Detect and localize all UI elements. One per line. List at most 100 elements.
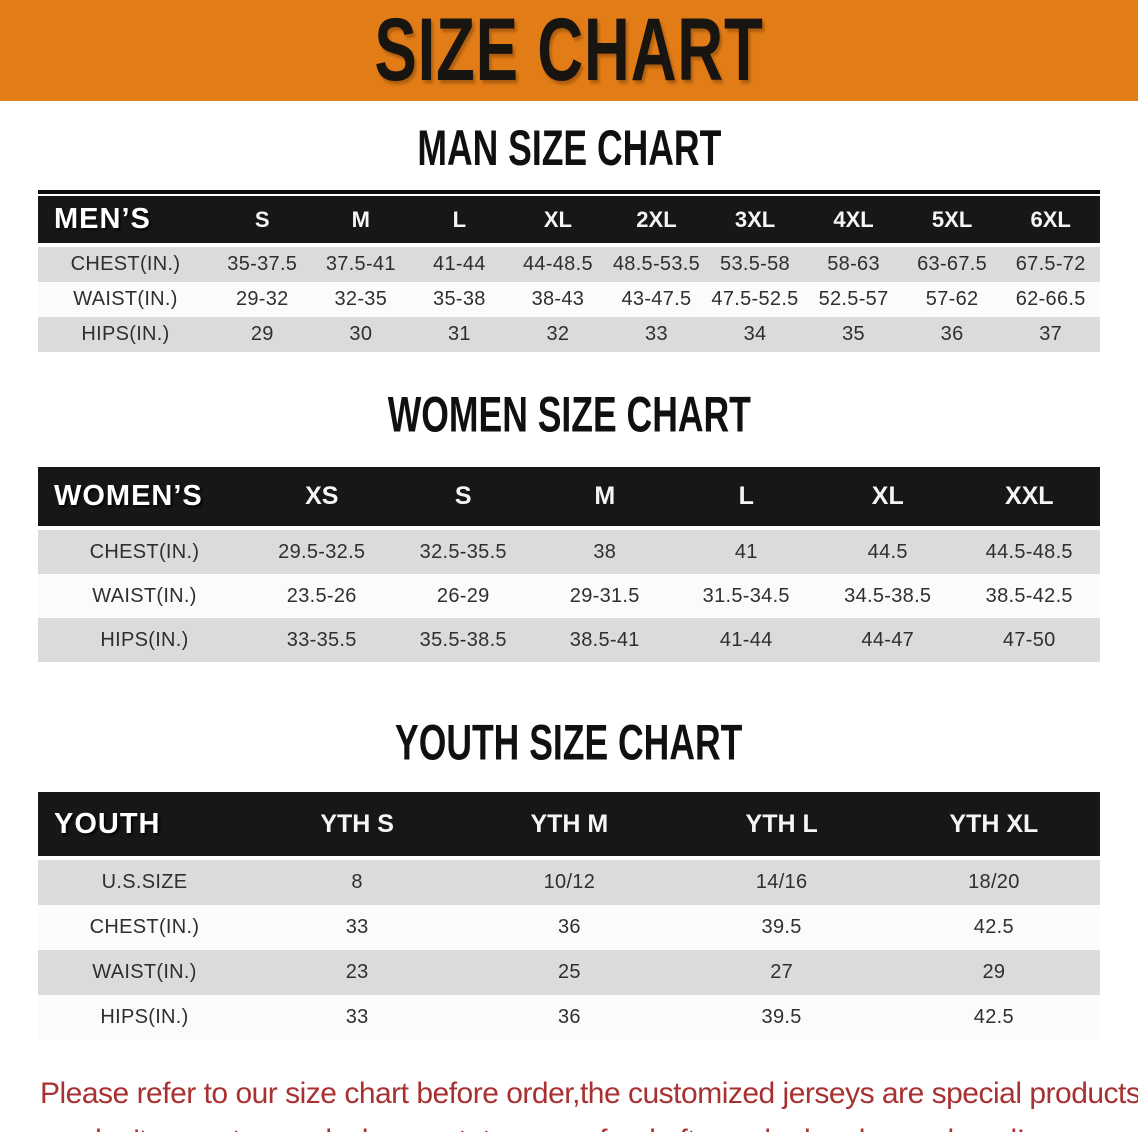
youth-size-table: YOUTH YTH S YTH M YTH L YTH XL U.S.SIZE 8 10/12… [38,792,1100,1040]
women-section-title-text: WOMEN SIZE CHART [387,387,751,444]
men-measure-row: HIPS(IN.) 29 30 31 32 33 34 35 36 37 [38,317,1100,352]
banner: SIZE CHART [0,0,1138,101]
men-cell-value: 37 [1039,323,1063,345]
men-cell-value: 29 [250,323,274,345]
women-cell-value: 23.5-26 [286,584,357,607]
youth-header-row: YOUTH YTH S YTH M YTH L YTH XL [38,792,1100,860]
women-column-header: S [392,467,534,530]
men-measure-row: WAIST(IN.) 29-32 32-35 35-38 38-43 43-47.5 47.… [38,282,1100,317]
women-cell-value: 34.5-38.5 [844,584,932,607]
youth-cell-value: 25 [557,961,581,983]
youth-group-label: YOUTH [38,792,251,860]
youth-cell-value: 23 [345,961,369,983]
men-column-header: M [311,196,411,247]
women-cell-value: 44-47 [861,628,915,651]
women-measure-row: WAIST(IN.) 23.5-26 26-29 29-31.5 31.5-34.5 34… [38,574,1100,618]
youth-column-header: YTH S [251,792,464,860]
men-column-header: L [410,196,509,247]
men-column-header: 4XL [804,196,903,247]
women-cell-value: 41-44 [719,628,773,651]
youth-cell-value: 27 [770,961,794,983]
youth-cell-value: 42.5 [973,1006,1014,1028]
men-cell-value: 62-66.5 [1015,288,1086,310]
men-cell-value: 35-38 [433,288,486,310]
women-measure-row: CHEST(IN.) 29.5-32.5 32.5-35.5 38 41 44.5 44.5… [38,528,1100,574]
man-section-title: MAN SIZE CHART [0,120,1138,177]
youth-row-label: CHEST(IN.) [89,916,200,938]
women-cell-value: 32.5-35.5 [419,540,507,563]
men-cell-value: 34 [743,323,767,345]
youth-row-label: HIPS(IN.) [100,1006,189,1028]
men-cell-value: 35-37.5 [227,253,298,275]
women-row-label: HIPS(IN.) [100,628,189,651]
women-cell-value: 38.5-42.5 [985,584,1073,607]
women-cell-value: 29.5-32.5 [278,540,366,563]
men-column-header: XL [508,196,608,247]
men-row-label: CHEST(IN.) [70,253,181,275]
women-size-table: WOMEN’S XS S M L XL XXL CHEST(IN.) 29.5-32.5 32.5… [38,467,1100,662]
youth-column-header: YTH XL [887,792,1100,860]
men-cell-value: 67.5-72 [1015,253,1086,275]
men-cell-value: 32-35 [334,288,388,310]
women-column-header: L [675,467,817,530]
women-cell-value: 35.5-38.5 [419,628,507,651]
men-group-label: MEN’S [38,196,213,247]
footer-disclaimer-line1: Please refer to our size chart before or… [40,1077,1138,1110]
men-cell-value: 30 [349,323,373,345]
women-row-label: CHEST(IN.) [89,540,200,563]
youth-row-label: U.S.SIZE [101,871,188,893]
youth-measure-row: HIPS(IN.) 33 36 39.5 42.5 [38,995,1100,1040]
youth-column-header: YTH M [463,792,676,860]
women-cell-value: 38.5-41 [569,628,640,651]
youth-cell-value: 36 [557,1006,581,1028]
women-cell-value: 47-50 [1002,628,1056,651]
men-cell-value: 44-48.5 [522,253,593,275]
women-cell-value: 26-29 [436,584,490,607]
banner-title: SIZE CHART [374,0,764,100]
women-header-row: WOMEN’S XS S M L XL XXL [38,467,1100,530]
men-cell-value: 57-62 [925,288,979,310]
men-column-header: 5XL [902,196,1002,247]
women-section-title: WOMEN SIZE CHART [0,387,1138,444]
youth-cell-value: 39.5 [761,1006,802,1028]
youth-cell-value: 14/16 [755,871,808,893]
women-cell-value: 41 [734,540,758,563]
men-row-label: HIPS(IN.) [81,323,170,345]
men-cell-value: 52.5-57 [818,288,889,310]
youth-cell-value: 10/12 [543,871,596,893]
men-column-header: 3XL [705,196,805,247]
men-cell-value: 41-44 [433,253,486,275]
men-table-top-rule [38,190,1100,194]
youth-measure-row: WAIST(IN.) 23 25 27 29 [38,950,1100,995]
youth-cell-value: 33 [345,916,369,938]
women-cell-value: 44.5 [867,540,908,563]
men-cell-value: 29-32 [235,288,289,310]
man-section-title-text: MAN SIZE CHART [417,120,721,177]
youth-row-label: WAIST(IN.) [92,961,197,983]
men-row-label: WAIST(IN.) [73,288,178,310]
youth-cell-value: 42.5 [973,916,1014,938]
women-column-header: XXL [958,467,1100,530]
women-cell-value: 38 [593,540,617,563]
women-group-label: WOMEN’S [38,467,251,530]
men-cell-value: 38-43 [531,288,585,310]
men-cell-value: 58-63 [827,253,880,275]
men-size-table: MEN’S S M L XL 2XL 3XL 4XL 5XL 6XL CHEST(IN.) 35-37… [38,196,1100,352]
women-cell-value: 33-35.5 [286,628,357,651]
youth-section-title: YOUTH SIZE CHART [0,718,1138,768]
men-cell-value: 53.5-58 [720,253,790,275]
youth-cell-value: 8 [351,871,363,893]
women-cell-value: 31.5-34.5 [702,584,790,607]
youth-cell-value: 33 [345,1006,369,1028]
men-header-row: MEN’S S M L XL 2XL 3XL 4XL 5XL 6XL [38,196,1100,247]
men-cell-value: 31 [447,323,471,345]
women-row-label: WAIST(IN.) [92,584,197,607]
men-cell-value: 33 [645,323,668,345]
men-measure-row: CHEST(IN.) 35-37.5 37.5-41 41-44 44-48.5 48.5… [38,245,1100,282]
men-cell-value: 43-47.5 [621,288,692,310]
men-cell-value: 47.5-52.5 [711,288,799,310]
youth-measure-row: CHEST(IN.) 33 36 39.5 42.5 [38,905,1100,950]
youth-measure-row: U.S.SIZE 8 10/12 14/16 18/20 [38,858,1100,905]
men-column-header: S [213,196,312,247]
men-cell-value: 48.5-53.5 [612,253,701,275]
